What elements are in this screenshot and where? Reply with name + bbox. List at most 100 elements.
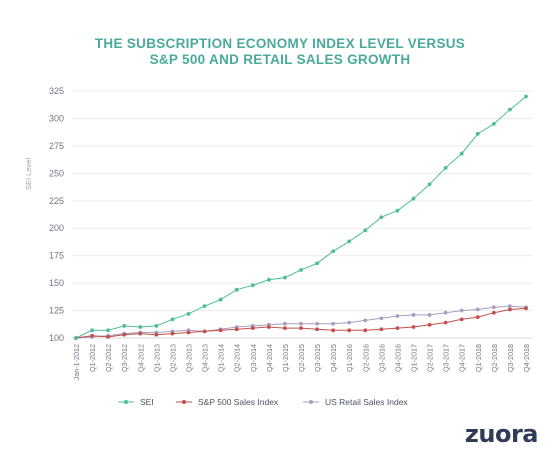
series-line-0: [75, 96, 527, 339]
legend-swatch-marker: [182, 400, 186, 404]
data-point: [411, 325, 416, 329]
data-point: [508, 307, 512, 312]
x-tick-label: Q4-2016: [393, 344, 402, 372]
data-point: [459, 151, 464, 156]
data-point: [283, 321, 287, 326]
data-point: [283, 275, 287, 280]
y-axis-label: SEI Level: [24, 157, 33, 190]
data-point: [202, 304, 207, 309]
data-point: [491, 305, 496, 310]
x-tick-label: Q2-2012: [104, 344, 113, 372]
data-point: [170, 317, 175, 322]
data-point: [218, 297, 223, 302]
x-tick-label: Q1-2017: [410, 344, 419, 372]
x-tick-label: Q3-2017: [442, 344, 451, 372]
x-tick-label: Q3-2016: [377, 344, 386, 372]
data-point: [234, 327, 239, 332]
x-tick-label: Q2-2013: [168, 344, 177, 372]
data-point: [427, 313, 432, 317]
data-point: [379, 215, 384, 220]
data-point: [122, 332, 127, 337]
data-point: [524, 94, 528, 99]
data-point: [186, 311, 191, 316]
chart-title-line-2: S&P 500 AND RETAIL SALES GROWTH: [149, 52, 411, 67]
data-point: [443, 310, 448, 315]
data-point: [299, 321, 303, 326]
data-point: [459, 317, 464, 322]
x-tick-label: Q4-2017: [458, 344, 467, 372]
data-point: [347, 239, 352, 244]
data-point: [170, 331, 175, 336]
legend-swatch-marker: [309, 400, 313, 404]
y-tick-label: 100: [49, 333, 64, 343]
data-point: [266, 325, 271, 329]
data-point: [283, 326, 287, 331]
data-point: [138, 325, 143, 329]
data-point: [491, 122, 496, 126]
data-point: [106, 335, 111, 339]
data-point: [299, 326, 303, 331]
x-tick-label: Q1-2012: [88, 344, 97, 372]
data-point: [524, 306, 528, 311]
x-tick-label: Q3-2013: [185, 344, 194, 372]
data-point: [250, 326, 255, 331]
x-tick-label: Q3-2012: [120, 344, 129, 372]
data-point: [411, 196, 416, 201]
data-point: [138, 331, 143, 336]
data-point: [315, 327, 319, 332]
y-tick-label: 300: [49, 113, 64, 123]
data-point: [379, 327, 384, 332]
x-tick-label: Q3-2015: [313, 344, 322, 372]
y-tick-label: 200: [49, 223, 64, 233]
data-point: [508, 304, 512, 309]
x-tick-label: Q4-2014: [265, 344, 274, 372]
data-point: [443, 320, 448, 325]
data-point: [315, 261, 319, 266]
x-tick-label: Q1-2013: [152, 344, 161, 372]
x-tick-label: Q4-2012: [136, 344, 145, 372]
y-tick-label: 275: [49, 141, 64, 151]
x-tick-label: Q4-2015: [329, 344, 338, 372]
data-point: [459, 308, 464, 313]
data-point: [363, 228, 368, 233]
x-tick-label: Q2-2017: [426, 344, 435, 372]
legend-label: S&P 500 Sales Index: [198, 397, 279, 407]
y-tick-label: 225: [49, 196, 64, 206]
data-point: [395, 326, 400, 331]
data-point: [250, 283, 255, 288]
x-tick-label: Q2-2016: [361, 344, 370, 372]
data-point: [331, 328, 336, 333]
data-point: [331, 321, 336, 326]
data-point: [154, 332, 159, 337]
data-point: [395, 208, 400, 213]
data-point: [427, 182, 432, 187]
y-tick-label: 150: [49, 278, 64, 288]
data-point: [491, 310, 496, 315]
data-point: [234, 287, 239, 292]
x-tick-label: Q3-2014: [249, 344, 258, 372]
data-point: [508, 107, 512, 112]
data-point: [475, 307, 480, 312]
data-point: [427, 322, 432, 327]
data-point: [443, 165, 448, 170]
y-tick-label: 325: [49, 86, 64, 96]
data-point: [202, 329, 207, 334]
y-tick-label: 125: [49, 306, 64, 316]
data-point: [315, 321, 319, 326]
data-point: [106, 328, 111, 333]
chart-title-line-1: THE SUBSCRIPTION ECONOMY INDEX LEVEL VER…: [94, 36, 466, 51]
legend-label: US Retail Sales Index: [325, 397, 408, 407]
data-point: [347, 328, 352, 333]
x-tick-label: Q1-2018: [474, 344, 483, 372]
data-point: [363, 318, 368, 323]
data-point: [411, 313, 416, 317]
x-tick-label: Jan-1-2012: [72, 344, 81, 380]
data-point: [475, 131, 480, 136]
legend-swatch-marker: [124, 400, 128, 404]
x-tick-label: Q4-2013: [201, 344, 210, 372]
y-tick-label: 250: [49, 168, 64, 178]
data-point: [347, 320, 352, 325]
data-point: [186, 330, 191, 335]
x-tick-label: Q1-2016: [345, 344, 354, 372]
